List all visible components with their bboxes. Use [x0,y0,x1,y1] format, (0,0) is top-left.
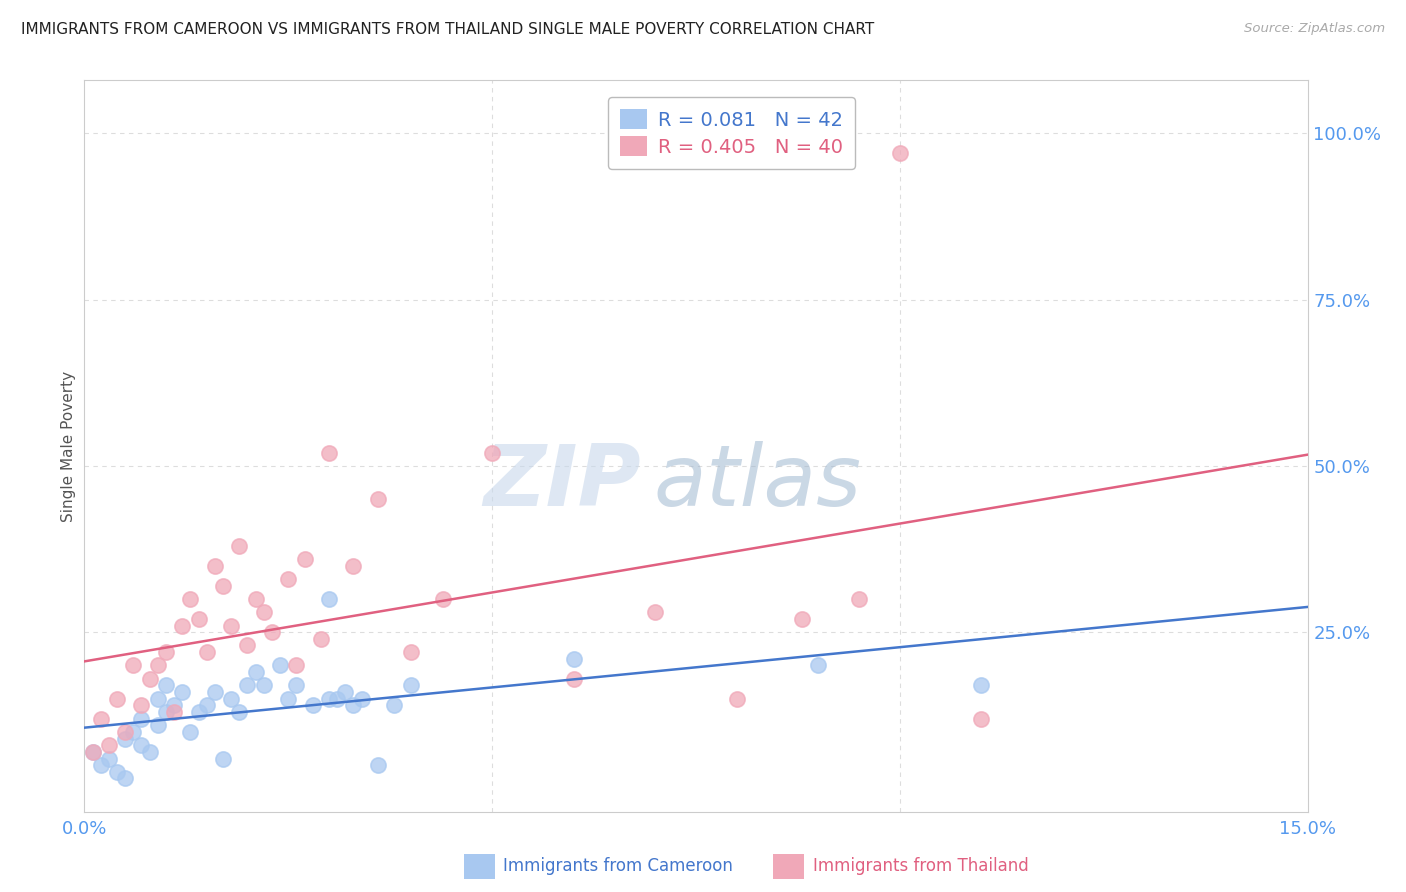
Point [163,705,186,719]
Point [245,665,267,679]
Point [97,738,120,752]
Point [131,738,153,752]
Point [253,605,276,619]
Point [342,558,364,573]
Point [204,685,226,699]
Point [97,751,120,765]
Point [228,539,250,553]
Point [212,751,235,765]
Legend: R = 0.081   N = 42, R = 0.405   N = 40: R = 0.081 N = 42, R = 0.405 N = 40 [607,97,855,169]
Point [285,678,308,692]
Text: Immigrants from Cameroon: Immigrants from Cameroon [503,857,733,875]
Point [82,745,104,759]
Point [318,691,340,706]
Point [848,591,870,606]
Point [382,698,405,713]
Point [131,698,153,713]
Point [253,678,276,692]
Point [195,698,218,713]
Point [367,758,389,772]
Point [138,672,160,686]
Point [277,572,299,586]
Point [146,658,169,673]
Point [212,579,235,593]
Point [318,591,340,606]
Point [105,764,128,779]
Point [236,678,259,692]
Point [114,772,136,786]
Point [105,691,128,706]
Point [562,672,585,686]
Text: Source: ZipAtlas.com: Source: ZipAtlas.com [1244,22,1385,36]
Point [399,678,422,692]
Point [790,612,813,626]
Point [970,678,993,692]
Point [138,745,160,759]
Point [187,705,209,719]
Point [122,658,145,673]
Point [481,445,503,459]
Point [187,612,209,626]
Point [179,591,201,606]
Point [285,658,308,673]
Point [82,745,104,759]
Point [889,146,911,161]
Point [294,552,316,566]
Point [432,591,454,606]
Point [342,698,364,713]
Point [195,645,218,659]
Point [245,591,267,606]
Point [335,685,357,699]
Point [172,685,194,699]
Text: Immigrants from Thailand: Immigrants from Thailand [813,857,1028,875]
Point [90,758,112,772]
Point [204,558,226,573]
Y-axis label: Single Male Poverty: Single Male Poverty [60,370,76,522]
Point [131,712,153,726]
Point [807,658,830,673]
Point [725,691,748,706]
Point [155,678,177,692]
Point [219,618,242,632]
Point [122,725,145,739]
Point [219,691,242,706]
Text: atlas: atlas [654,441,860,524]
Point [172,618,194,632]
Point [260,625,283,640]
Point [277,691,299,706]
Point [228,705,250,719]
Point [146,691,169,706]
Point [114,731,136,746]
Point [155,705,177,719]
Point [309,632,332,646]
Point [399,645,422,659]
Text: IMMIGRANTS FROM CAMEROON VS IMMIGRANTS FROM THAILAND SINGLE MALE POVERTY CORRELA: IMMIGRANTS FROM CAMEROON VS IMMIGRANTS F… [21,22,875,37]
Point [367,492,389,507]
Point [179,725,201,739]
Point [301,698,323,713]
Point [155,645,177,659]
Point [114,725,136,739]
Point [269,658,291,673]
Point [350,691,373,706]
Point [562,652,585,666]
Point [644,605,666,619]
Point [318,445,340,459]
Point [146,718,169,732]
Point [90,712,112,726]
Point [326,691,349,706]
Point [163,698,186,713]
Text: ZIP: ZIP [484,441,641,524]
Point [236,639,259,653]
Point [970,712,993,726]
